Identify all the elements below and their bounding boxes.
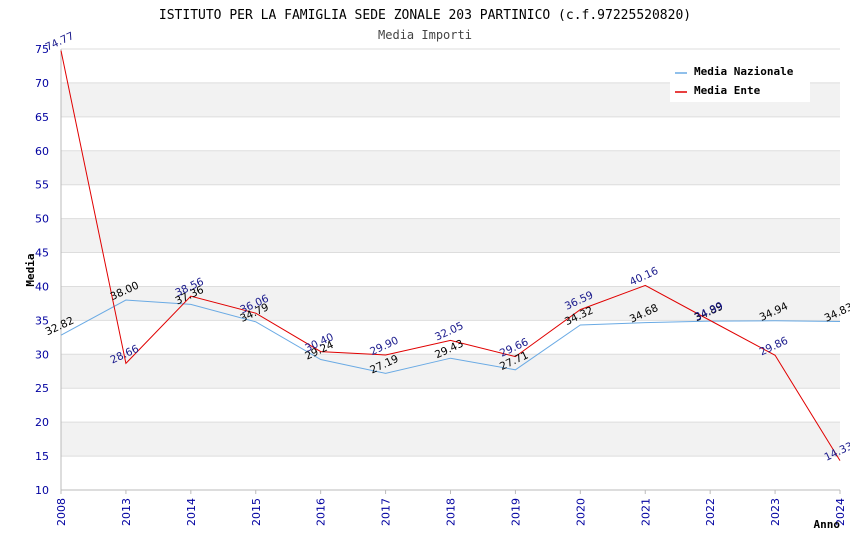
- x-tick-label: 2016: [315, 498, 328, 526]
- x-tick-label: 2020: [574, 498, 587, 526]
- legend-label-media-nazionale: Media Nazionale: [694, 65, 794, 78]
- y-tick-label: 20: [35, 416, 49, 429]
- legend-box: [670, 60, 810, 102]
- y-tick-label: 50: [35, 213, 49, 226]
- legend-label-media-ente: Media Ente: [694, 84, 761, 97]
- series-line-media-ente: [60, 50, 841, 461]
- data-label: 74.77: [44, 30, 76, 54]
- y-tick-label: 45: [35, 247, 49, 260]
- x-tick-label: 2022: [704, 498, 717, 526]
- chart-subtitle: Media Importi: [378, 28, 472, 42]
- y-tick-label: 40: [35, 280, 49, 293]
- x-axis-label: Anno: [814, 518, 841, 531]
- x-tick-label: 2017: [380, 498, 393, 526]
- x-tick-label: 2015: [250, 498, 263, 526]
- grid-band: [61, 422, 840, 457]
- y-tick-label: 15: [35, 450, 49, 463]
- y-tick-label: 75: [35, 43, 49, 56]
- grid-band: [61, 218, 840, 253]
- grid-bands: [61, 82, 840, 457]
- y-tick-label: 65: [35, 111, 49, 124]
- y-tick-label: 70: [35, 77, 49, 90]
- grid-band: [61, 150, 840, 185]
- legend: Media Nazionale Media Ente: [670, 60, 810, 102]
- x-tick-label: 2018: [445, 498, 458, 526]
- x-tick-label: 2021: [639, 498, 652, 526]
- x-axis-ticks: 2008 2013 2014 2015 2016 2017 2018 2019 2020 2021…: [55, 490, 847, 526]
- y-tick-label: 60: [35, 145, 49, 158]
- y-tick-label: 10: [35, 484, 49, 497]
- grid-band: [61, 286, 840, 321]
- x-tick-label: 2024: [834, 498, 847, 526]
- y-tick-label: 30: [35, 348, 49, 361]
- y-tick-label: 55: [35, 179, 49, 192]
- x-tick-label: 2008: [55, 498, 68, 526]
- y-tick-label: 35: [35, 314, 49, 327]
- grid-band: [61, 354, 840, 389]
- y-tick-label: 25: [35, 382, 49, 395]
- x-tick-label: 2019: [509, 498, 522, 526]
- chart-title: ISTITUTO PER LA FAMIGLIA SEDE ZONALE 203…: [159, 8, 691, 23]
- x-tick-label: 2023: [769, 498, 782, 526]
- series-lines: [60, 50, 841, 461]
- x-tick-label: 2013: [120, 498, 133, 526]
- series-line-media-nazionale: [60, 299, 841, 374]
- y-axis-ticks: 10 15 20 25 30 35 40 45 50 55 60 65 70 75: [35, 43, 49, 497]
- x-tick-label: 2014: [185, 498, 198, 526]
- data-label: 40.16: [628, 265, 661, 289]
- y-axis-label: Media: [24, 253, 37, 286]
